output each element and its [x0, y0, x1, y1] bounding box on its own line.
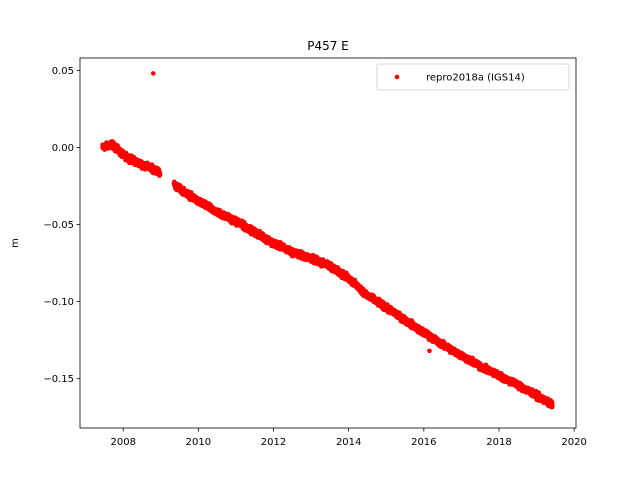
- legend-marker: [394, 74, 400, 80]
- x-tick-label: 2016: [411, 437, 436, 448]
- outlier-point: [427, 348, 432, 354]
- y-tick-label: 0.00: [52, 143, 74, 154]
- x-tick-label: 2014: [336, 437, 361, 448]
- outlier-point: [150, 71, 156, 76]
- y-tick-label: −0.15: [43, 374, 74, 385]
- y-tick-label: −0.05: [43, 220, 74, 231]
- data-point: [550, 403, 555, 409]
- legend: repro2018a (IGS14): [376, 63, 570, 91]
- x-tick-label: 2012: [261, 437, 286, 448]
- data-points: [100, 71, 555, 410]
- x-tick-label: 2020: [561, 437, 586, 448]
- x-tick-label: 2010: [186, 437, 211, 448]
- y-tick-label: −0.10: [43, 297, 74, 308]
- y-tick-label: 0.05: [52, 66, 74, 77]
- x-tick-label: 2008: [110, 437, 135, 448]
- y-axis-label: m: [10, 238, 21, 248]
- data-point: [157, 172, 163, 178]
- legend-label: repro2018a (IGS14): [426, 73, 525, 84]
- x-tick-label: 2018: [486, 437, 511, 448]
- chart-title: P457 E: [307, 39, 349, 53]
